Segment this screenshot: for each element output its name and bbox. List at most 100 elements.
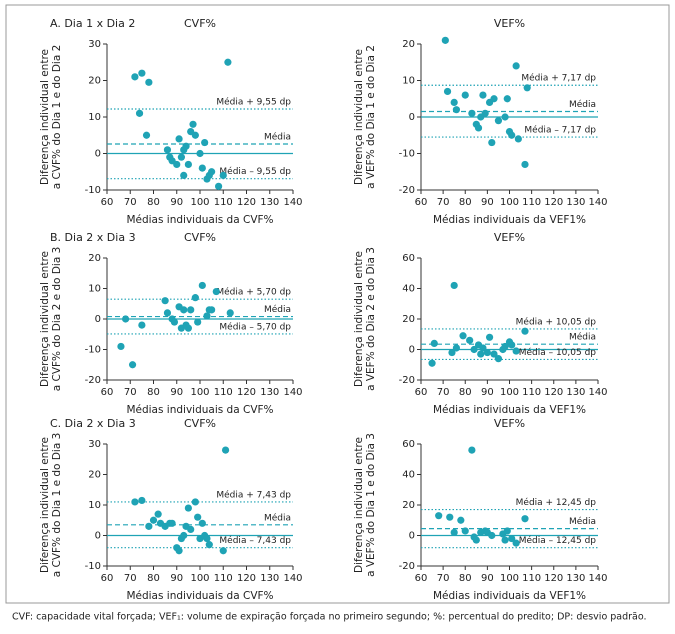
data-point — [173, 160, 181, 169]
data-point — [452, 106, 460, 114]
chart-title: CVF% — [184, 417, 216, 430]
y-tick-label: 20 — [88, 253, 101, 264]
x-tick-label: 140 — [283, 573, 302, 584]
data-point — [219, 547, 227, 555]
data-point — [503, 527, 511, 535]
reference-line-label: Média — [264, 304, 291, 315]
data-point — [184, 504, 192, 512]
data-point — [472, 536, 480, 544]
data-point — [128, 361, 137, 369]
y-tick-label: -10 — [399, 149, 415, 160]
x-tick-label: 140 — [283, 387, 302, 398]
data-point — [441, 36, 449, 44]
data-point — [161, 297, 169, 305]
data-point — [138, 496, 146, 505]
data-point — [521, 515, 529, 523]
data-point — [145, 522, 153, 530]
reference-line-label: Média — [264, 132, 291, 143]
x-tick-label: 110 — [522, 387, 541, 398]
data-point — [138, 69, 146, 77]
data-point — [512, 539, 520, 547]
y-tick-label: 20 — [88, 76, 101, 87]
y-tick-label: 20 — [402, 39, 415, 50]
data-point — [514, 135, 522, 143]
data-point — [163, 309, 172, 317]
x-axis-label: Médias individuais da VEF1% — [433, 590, 586, 602]
data-point — [191, 131, 199, 139]
reference-line-label: Média + 5,70 dp — [216, 287, 291, 298]
y-axis-label: Diferença individual entre — [353, 251, 365, 387]
data-point — [145, 78, 153, 86]
data-point — [191, 498, 199, 506]
data-point — [468, 109, 476, 117]
data-point — [450, 98, 458, 106]
y-axis-label: Diferença individual entre — [353, 437, 365, 573]
data-point — [523, 84, 531, 92]
x-tick-label: 60 — [101, 573, 114, 584]
x-tick-label: 110 — [214, 573, 233, 584]
reference-line-label: Média + 12,45 dp — [516, 497, 597, 508]
data-point — [485, 333, 494, 341]
y-tick-label: 10 — [88, 112, 101, 123]
data-point — [201, 138, 209, 147]
data-point — [512, 347, 520, 355]
data-point — [180, 531, 188, 540]
x-tick-label: 90 — [481, 197, 494, 208]
figure-frame — [5, 4, 670, 604]
data-point — [191, 294, 199, 302]
x-tick-label: 60 — [415, 387, 428, 398]
x-tick-label: 80 — [459, 573, 472, 584]
x-axis-label: Médias individuais da CVF% — [126, 404, 273, 416]
y-tick-label: 30 — [88, 39, 101, 50]
chart-title: CVF% — [184, 231, 216, 244]
data-point — [184, 160, 192, 169]
data-point — [466, 336, 474, 344]
data-point — [459, 332, 467, 340]
x-tick-label: 90 — [170, 197, 183, 208]
x-tick-label: 80 — [459, 197, 472, 208]
x-axis-label: Médias individuais da VEF1% — [433, 214, 586, 226]
data-point — [435, 512, 443, 520]
y-tick-label: 20 — [402, 314, 415, 325]
data-point — [175, 135, 183, 143]
y-tick-label: 20 — [88, 470, 101, 481]
data-point — [189, 120, 197, 128]
reference-line-label: Média – 7,17 dp — [524, 125, 596, 136]
y-tick-label: 0 — [95, 314, 101, 325]
data-point — [182, 142, 190, 150]
data-point — [208, 168, 216, 176]
x-tick-label: 130 — [260, 573, 279, 584]
x-tick-label: 120 — [544, 573, 563, 584]
x-tick-label: 100 — [500, 573, 519, 584]
data-point — [142, 131, 151, 139]
x-tick-label: 140 — [588, 387, 607, 398]
y-tick-label: 40 — [402, 470, 415, 481]
x-tick-label: 130 — [566, 573, 585, 584]
data-point — [446, 513, 454, 521]
data-point — [180, 306, 188, 314]
data-point — [154, 510, 162, 518]
x-tick-label: 140 — [588, 573, 607, 584]
x-tick-label: 120 — [237, 573, 256, 584]
reference-line-label: Média + 7,17 dp — [521, 73, 596, 84]
x-tick-label: 110 — [522, 197, 541, 208]
data-point — [501, 342, 509, 351]
reference-line-label: Média + 9,55 dp — [216, 96, 291, 107]
x-axis-label: Médias individuais da CVF% — [126, 214, 273, 226]
panel-label: A. Dia 1 x Dia 2 — [50, 17, 135, 30]
data-point — [163, 146, 172, 154]
x-tick-label: 130 — [566, 197, 585, 208]
data-point — [461, 527, 469, 535]
data-point — [483, 348, 491, 357]
y-tick-label: -10 — [85, 345, 101, 356]
panel-label: B. Dia 2 x Dia 3 — [50, 231, 136, 244]
x-tick-label: 90 — [170, 387, 183, 398]
data-point — [198, 281, 206, 290]
y-tick-label: 0 — [95, 531, 101, 542]
y-axis-label: Diferença individual entre — [39, 437, 51, 573]
data-point — [122, 315, 130, 323]
y-tick-label: 20 — [402, 500, 415, 511]
data-point — [479, 91, 487, 99]
x-tick-label: 120 — [237, 197, 256, 208]
y-tick-label: -20 — [399, 185, 415, 196]
